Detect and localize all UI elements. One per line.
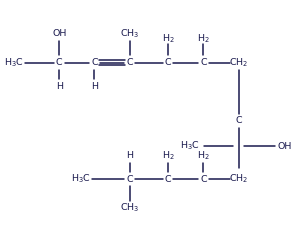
Text: C: C: [126, 175, 133, 183]
Text: CH$_3$: CH$_3$: [120, 202, 139, 214]
Text: H$_2$: H$_2$: [162, 149, 175, 162]
Text: H$_2$: H$_2$: [197, 149, 210, 162]
Text: H: H: [91, 82, 98, 91]
Text: C: C: [200, 58, 207, 67]
Text: H: H: [56, 82, 63, 91]
Text: C: C: [126, 58, 133, 67]
Text: H$_2$: H$_2$: [197, 33, 210, 45]
Text: H: H: [126, 151, 133, 160]
Text: CH$_3$: CH$_3$: [120, 27, 139, 40]
Text: OH: OH: [52, 29, 66, 38]
Text: C: C: [165, 175, 172, 183]
Text: C: C: [56, 58, 62, 67]
Text: C: C: [165, 58, 172, 67]
Text: OH: OH: [277, 142, 292, 151]
Text: H$_3$C: H$_3$C: [4, 56, 24, 69]
Text: C: C: [235, 116, 242, 125]
Text: CH$_2$: CH$_2$: [229, 56, 248, 69]
Text: C: C: [91, 58, 98, 67]
Text: C: C: [200, 175, 207, 183]
Text: H$_2$: H$_2$: [162, 33, 175, 45]
Text: H$_3$C: H$_3$C: [180, 140, 200, 153]
Text: CH$_2$: CH$_2$: [229, 173, 248, 185]
Text: H$_3$C: H$_3$C: [71, 173, 91, 185]
